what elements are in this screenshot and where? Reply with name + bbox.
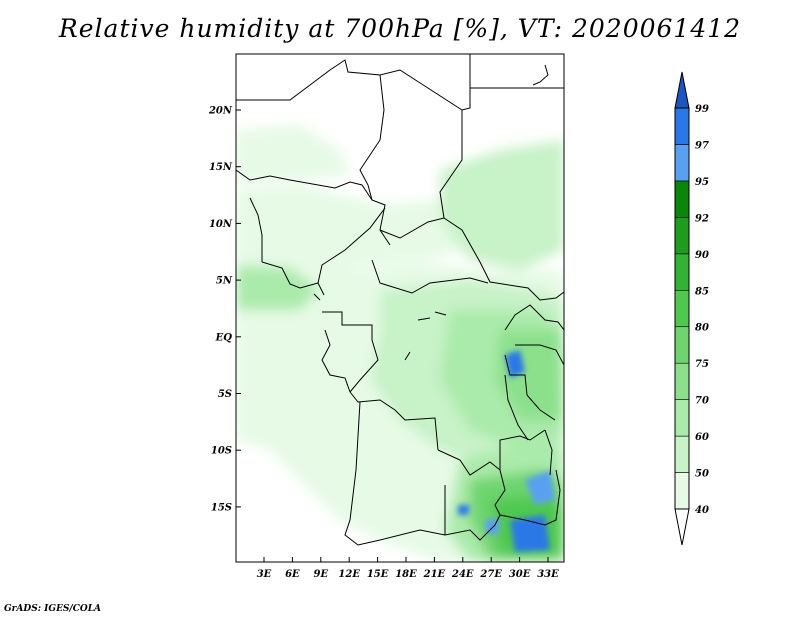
grads-credit: GrADS: IGES/COLA bbox=[4, 604, 102, 614]
latitude-axis: 20N 15N 10N 5N EQ 5S 10S 15S bbox=[208, 106, 241, 513]
lat-label: EQ bbox=[215, 332, 233, 343]
lon-label: 18E bbox=[395, 569, 417, 580]
colorbar-segment bbox=[674, 508, 690, 546]
colorbar-segment bbox=[674, 180, 690, 218]
lon-label: 21E bbox=[423, 569, 446, 580]
colorbar-segment bbox=[674, 399, 690, 437]
lon-label: 30E bbox=[509, 569, 531, 580]
colorbar-outline bbox=[674, 107, 690, 510]
colorbar-label: 97 bbox=[695, 140, 709, 151]
lon-label: 33E bbox=[537, 569, 559, 580]
colorbar-segment bbox=[674, 289, 690, 328]
colorbar-label: 60 bbox=[695, 432, 709, 443]
lat-label: 15N bbox=[209, 162, 233, 173]
colorbar-segment bbox=[674, 362, 690, 400]
lon-label: 15E bbox=[367, 569, 389, 580]
colorbar-segment bbox=[674, 144, 690, 182]
lon-label: 9E bbox=[314, 569, 329, 580]
colorbar-label: 92 bbox=[695, 213, 709, 224]
colorbar-segment bbox=[674, 326, 690, 364]
lat-label: 10S bbox=[211, 446, 232, 457]
colorbar: 40 50 60 70 75 80 85 90 92 95 97 99 bbox=[674, 71, 709, 546]
colorbar-label: 85 bbox=[695, 286, 709, 297]
lon-label: 24E bbox=[451, 569, 474, 580]
longitude-axis: 3E 6E 9E 12E 15E 18E 21E 24E 27E 30E 33E bbox=[257, 557, 559, 580]
colorbar-segment bbox=[674, 71, 690, 109]
map-title: Relative humidity at 700hPa [%], VT: 202… bbox=[58, 14, 742, 43]
colorbar-label: 95 bbox=[695, 177, 709, 188]
colorbar-segment bbox=[674, 107, 690, 145]
lat-label: 5N bbox=[216, 276, 233, 287]
colorbar-label: 75 bbox=[695, 359, 709, 370]
lon-label: 12E bbox=[338, 569, 360, 580]
map-frame bbox=[235, 53, 565, 563]
lat-label: 20N bbox=[208, 106, 233, 117]
lon-label: 27E bbox=[479, 569, 502, 580]
colorbar-label: 40 bbox=[695, 505, 709, 516]
colorbar-label: 99 bbox=[695, 104, 709, 115]
lat-label: 10N bbox=[209, 219, 233, 230]
colorbar-segment bbox=[674, 472, 690, 510]
colorbar-label: 90 bbox=[695, 250, 709, 261]
colorbar-segment bbox=[674, 435, 690, 473]
lon-label: 3E bbox=[257, 569, 272, 580]
lon-label: 6E bbox=[285, 569, 300, 580]
lat-label: 15S bbox=[211, 502, 232, 513]
lat-label: 5S bbox=[218, 389, 232, 400]
country-borders bbox=[236, 54, 564, 562]
colorbar-segment bbox=[674, 253, 690, 291]
colorbar-label: 50 bbox=[695, 469, 709, 480]
colorbar-label: 70 bbox=[695, 396, 709, 407]
colorbar-label: 80 bbox=[695, 323, 709, 334]
humidity-shading bbox=[236, 125, 564, 562]
colorbar-segment bbox=[674, 217, 690, 255]
